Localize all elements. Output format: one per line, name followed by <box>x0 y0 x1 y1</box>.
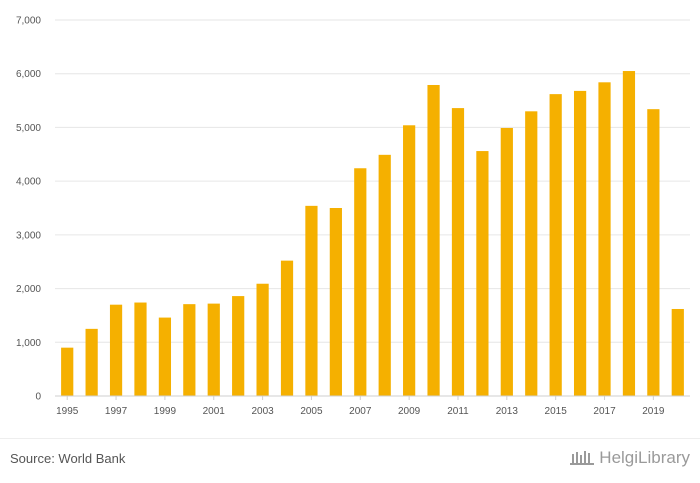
bar-2006 <box>329 208 342 396</box>
x-tick-label: 2003 <box>251 406 274 417</box>
source-label: Source: World Bank <box>10 451 126 466</box>
bar-2005 <box>305 205 318 396</box>
bar-2009 <box>403 125 416 396</box>
bar-1998 <box>134 302 147 396</box>
gridlines <box>55 19 690 343</box>
bar-2010 <box>427 84 440 396</box>
library-icon <box>570 451 595 465</box>
x-tick-label: 2005 <box>300 406 323 417</box>
bar-2000 <box>183 304 196 396</box>
y-axis-ticks: 0 1,000 2,000 3,000 4,000 5,000 6,000 7,000 <box>16 16 41 403</box>
bar-2014 <box>525 111 538 397</box>
bar-2017 <box>598 82 611 397</box>
bar-2007 <box>354 168 367 396</box>
bar-2012 <box>476 151 489 396</box>
y-tick-label: 5,000 <box>16 123 41 134</box>
x-tick-label: 2015 <box>545 406 568 417</box>
bar-2013 <box>500 127 513 397</box>
x-tick-label: 2011 <box>447 406 469 417</box>
y-tick-label: 4,000 <box>16 177 41 188</box>
x-tick-label: 2019 <box>642 406 665 417</box>
bar-1995 <box>61 347 74 396</box>
bar-2002 <box>232 296 245 396</box>
y-tick-label: 1,000 <box>16 338 41 349</box>
footer-divider <box>0 438 700 439</box>
bars <box>61 71 684 397</box>
logo-text: HelgiLibrary <box>599 448 690 467</box>
y-tick-label: 3,000 <box>16 230 41 241</box>
x-tick-label: 2017 <box>593 406 616 417</box>
x-tick-label: 2001 <box>203 406 226 417</box>
bar-2008 <box>378 154 391 396</box>
bar-2019 <box>647 109 660 396</box>
y-tick-label: 6,000 <box>16 69 41 80</box>
bar-2011 <box>451 108 465 396</box>
bar-2003 <box>256 283 269 396</box>
bar-2015 <box>549 94 562 396</box>
x-axis-ticks: 1995 1997 1999 2001 2003 2005 2007 2009 2011 2013… <box>56 396 665 417</box>
bar-2018 <box>622 71 636 397</box>
x-tick-label: 1995 <box>56 406 79 417</box>
helgi-library-logo[interactable]: HelgiLibrary <box>569 448 690 468</box>
x-tick-label: 2007 <box>349 406 372 417</box>
bar-2016 <box>573 90 587 396</box>
bar-2020 <box>671 308 684 396</box>
x-tick-label: 1997 <box>105 406 128 417</box>
bar-2001 <box>207 303 220 396</box>
y-tick-label: 2,000 <box>16 284 41 295</box>
bar-2004 <box>280 260 294 396</box>
y-tick-label: 7,000 <box>16 16 41 27</box>
bar-1997 <box>109 304 123 396</box>
bar-chart: 0 1,000 2,000 3,000 4,000 5,000 6,000 7,000 199… <box>16 16 690 417</box>
x-tick-label: 2013 <box>496 406 519 417</box>
y-tick-label: 0 <box>35 392 41 403</box>
bar-1999 <box>158 317 172 396</box>
bar-1996 <box>85 328 98 396</box>
x-tick-label: 2009 <box>398 406 421 417</box>
x-tick-label: 1999 <box>154 406 177 417</box>
